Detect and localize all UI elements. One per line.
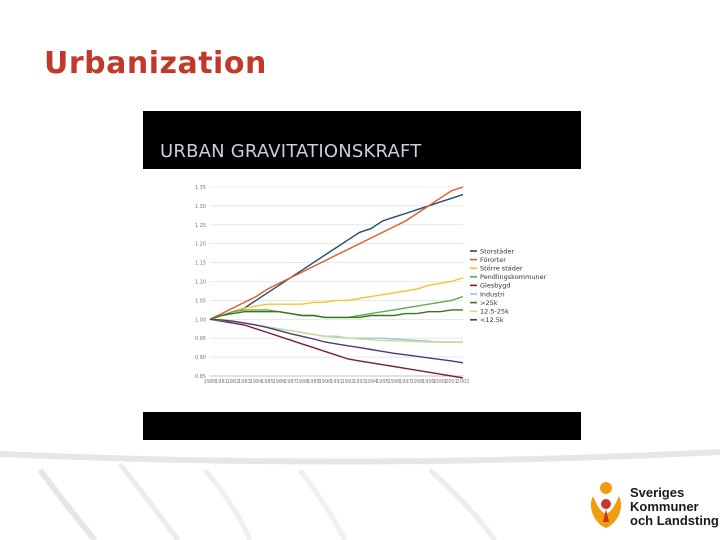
- line-chart: 0.85 0.90 0.95 1.00 1.05 1.10 1.15 1.20 1.25 1.30…: [195, 185, 547, 385]
- chart-panel: URBAN GRAVITATIONSKRAFT 0.85 0.90 0.95 1.00…: [143, 111, 581, 440]
- x-tick-label: 1991: [330, 379, 343, 385]
- panel-heading: URBAN GRAVITATIONSKRAFT: [160, 141, 422, 162]
- x-tick-label: 2000: [434, 379, 447, 385]
- series-line: [210, 318, 463, 343]
- legend-label: Storstäder: [480, 247, 514, 255]
- x-tick-label: 1998: [411, 379, 424, 385]
- y-tick-label: 0.85: [195, 374, 206, 380]
- x-tick-label: 1994: [365, 379, 378, 385]
- series-line: [209, 309, 463, 320]
- skl-logo-icon: [590, 482, 622, 528]
- series-line: [209, 193, 464, 320]
- series-line: [209, 186, 464, 320]
- legend-label: >25k: [480, 299, 498, 307]
- y-tick-label: 1.35: [195, 185, 206, 191]
- x-tick-label: 1984: [250, 379, 263, 385]
- y-tick-label: 1.05: [195, 298, 206, 304]
- legend-label: Glesbygd: [480, 282, 510, 290]
- logo-text: Sveriges Kommuner och Landsting: [630, 486, 719, 528]
- series-line: [209, 318, 463, 343]
- x-tick-label: 1997: [399, 379, 412, 385]
- x-tick-label: 1996: [388, 379, 401, 385]
- x-tick-label: 2002: [457, 379, 470, 385]
- x-tick-label: 2001: [445, 379, 458, 385]
- panel-header-bar: URBAN GRAVITATIONSKRAFT: [143, 111, 581, 169]
- y-tick-label: 1.15: [195, 261, 206, 267]
- x-tick-label: 1983: [238, 379, 251, 385]
- x-tick-label: 1999: [422, 379, 435, 385]
- legend-label: Industri: [480, 290, 505, 298]
- y-tick-label: 1.00: [195, 317, 206, 323]
- footer-arc: [118, 462, 181, 540]
- series-line: [209, 277, 464, 320]
- legend-label: Förorter: [480, 256, 506, 264]
- x-tick-label: 1985: [261, 379, 274, 385]
- y-tick-label: 1.30: [195, 204, 206, 210]
- footer-arc: [37, 468, 98, 540]
- panel-footer-bar: [143, 412, 581, 440]
- footer-decoration: [0, 449, 720, 540]
- y-tick-label: 0.90: [195, 355, 206, 361]
- y-tick-label: 1.10: [195, 280, 206, 286]
- y-tick-label: 0.95: [195, 336, 206, 342]
- x-tick-label: 1993: [353, 379, 366, 385]
- footer-arc: [203, 468, 253, 540]
- x-tick-label: 1990: [319, 379, 332, 385]
- footer-arc: [0, 449, 720, 465]
- y-tick-label: 1.25: [195, 223, 206, 229]
- slide-title: Urbanization: [44, 46, 267, 81]
- x-tick-label: 1986: [273, 379, 286, 385]
- footer-arc: [428, 468, 498, 540]
- x-tick-label: 1987: [284, 379, 297, 385]
- x-tick-label: 1988: [296, 379, 309, 385]
- legend-label: Pendlingskommuner: [480, 273, 547, 281]
- x-tick-label: 1981: [215, 379, 228, 385]
- x-tick-label: 1992: [342, 379, 355, 385]
- y-tick-label: 1.20: [195, 242, 206, 248]
- x-tick-label: 1995: [376, 379, 389, 385]
- x-tick-label: 1980: [204, 379, 217, 385]
- legend-label: <12.5k: [480, 316, 504, 324]
- x-tick-label: 1982: [227, 379, 240, 385]
- legend-label: 12.5-25k: [480, 308, 509, 316]
- logo-line-2: Kommuner: [630, 499, 699, 514]
- logo-line-3: och Landsting: [630, 513, 719, 528]
- logo-line-1: Sveriges: [630, 485, 685, 500]
- series-line: [209, 318, 464, 379]
- footer-arc: [297, 468, 348, 540]
- legend-label: Större städer: [480, 265, 523, 273]
- series-line: [209, 318, 464, 364]
- x-tick-label: 1989: [307, 379, 320, 385]
